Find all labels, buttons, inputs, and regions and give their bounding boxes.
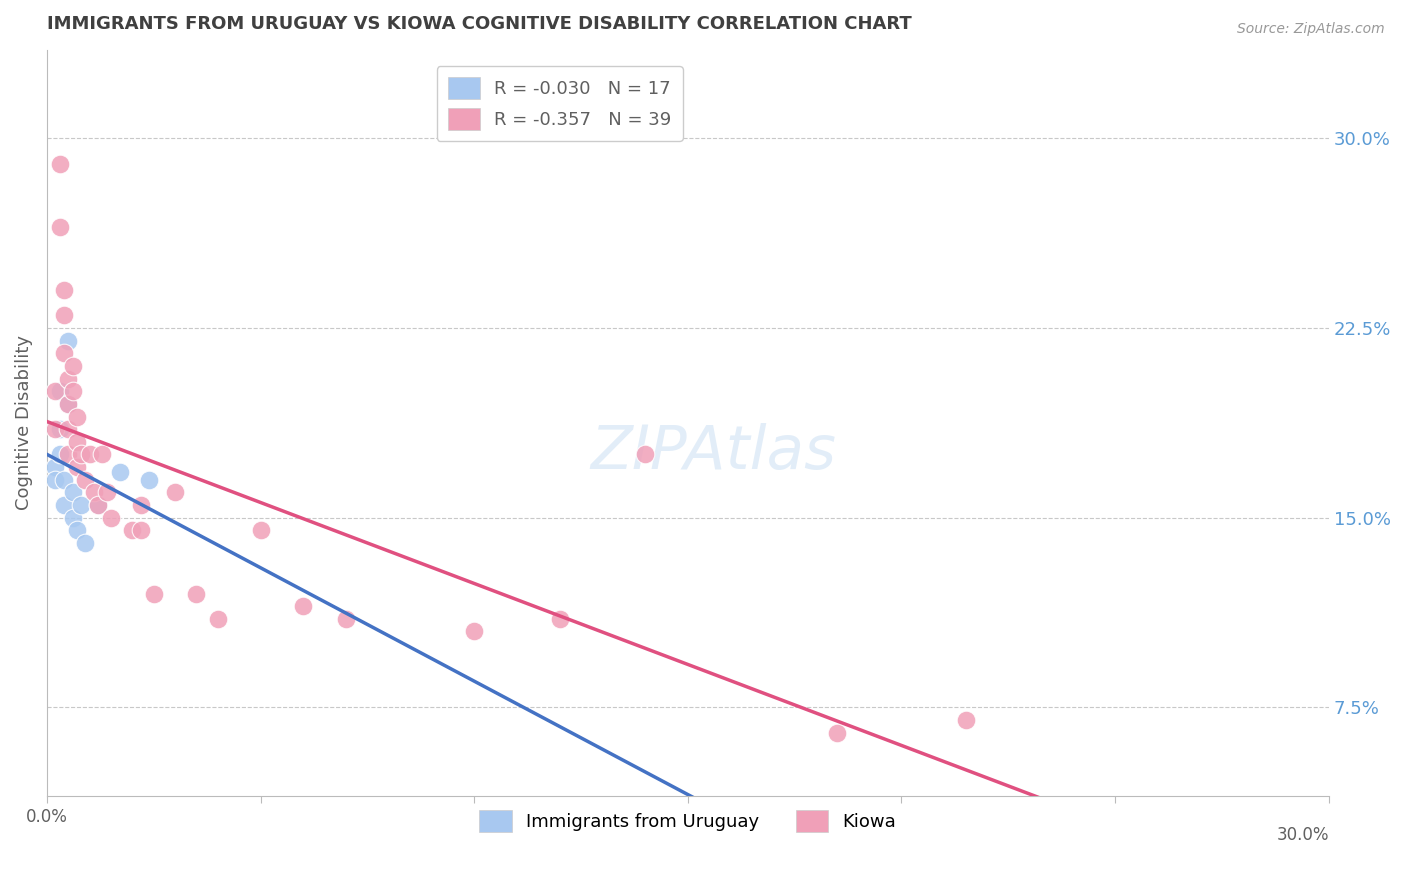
Point xyxy=(70,447,93,461)
Point xyxy=(129,524,152,538)
Point xyxy=(58,447,80,461)
Point xyxy=(75,536,97,550)
Point xyxy=(129,498,152,512)
Text: IMMIGRANTS FROM URUGUAY VS KIOWA COGNITIVE DISABILITY CORRELATION CHART: IMMIGRANTS FROM URUGUAY VS KIOWA COGNITI… xyxy=(46,15,911,33)
Point xyxy=(292,599,315,614)
Point xyxy=(108,465,131,479)
Point xyxy=(58,397,80,411)
Point xyxy=(48,219,70,234)
Point xyxy=(87,498,110,512)
Point xyxy=(58,422,80,436)
Point xyxy=(207,612,229,626)
Point xyxy=(62,485,84,500)
Point xyxy=(96,485,118,500)
Point xyxy=(44,422,66,436)
Point xyxy=(53,309,76,323)
Point xyxy=(48,384,70,399)
Point xyxy=(75,473,97,487)
Point xyxy=(62,359,84,373)
Point xyxy=(58,371,80,385)
Point xyxy=(53,346,76,360)
Point xyxy=(70,498,93,512)
Y-axis label: Cognitive Disability: Cognitive Disability xyxy=(15,335,32,510)
Point xyxy=(463,624,485,639)
Point xyxy=(48,156,70,170)
Point xyxy=(121,524,143,538)
Point xyxy=(48,447,70,461)
Point xyxy=(44,460,66,475)
Point xyxy=(62,510,84,524)
Point xyxy=(66,409,89,424)
Point xyxy=(91,447,114,461)
Legend: Immigrants from Uruguay, Kiowa: Immigrants from Uruguay, Kiowa xyxy=(472,803,904,839)
Point xyxy=(53,498,76,512)
Point xyxy=(44,473,66,487)
Point xyxy=(66,524,89,538)
Point xyxy=(62,384,84,399)
Text: Source: ZipAtlas.com: Source: ZipAtlas.com xyxy=(1237,22,1385,37)
Point xyxy=(87,498,110,512)
Point xyxy=(186,586,208,600)
Point xyxy=(249,524,271,538)
Point xyxy=(53,283,76,297)
Point xyxy=(53,473,76,487)
Point xyxy=(66,460,89,475)
Point xyxy=(138,473,160,487)
Point xyxy=(48,422,70,436)
Text: 30.0%: 30.0% xyxy=(1277,826,1329,844)
Point xyxy=(44,384,66,399)
Point xyxy=(634,447,657,461)
Point xyxy=(100,510,122,524)
Point xyxy=(165,485,187,500)
Point xyxy=(335,612,357,626)
Point xyxy=(66,434,89,449)
Point xyxy=(79,447,101,461)
Point xyxy=(827,725,849,739)
Point xyxy=(142,586,165,600)
Point xyxy=(58,397,80,411)
Text: ZIPAtlas: ZIPAtlas xyxy=(591,423,837,483)
Point xyxy=(83,485,105,500)
Point xyxy=(548,612,571,626)
Point xyxy=(58,334,80,348)
Point xyxy=(955,713,977,727)
